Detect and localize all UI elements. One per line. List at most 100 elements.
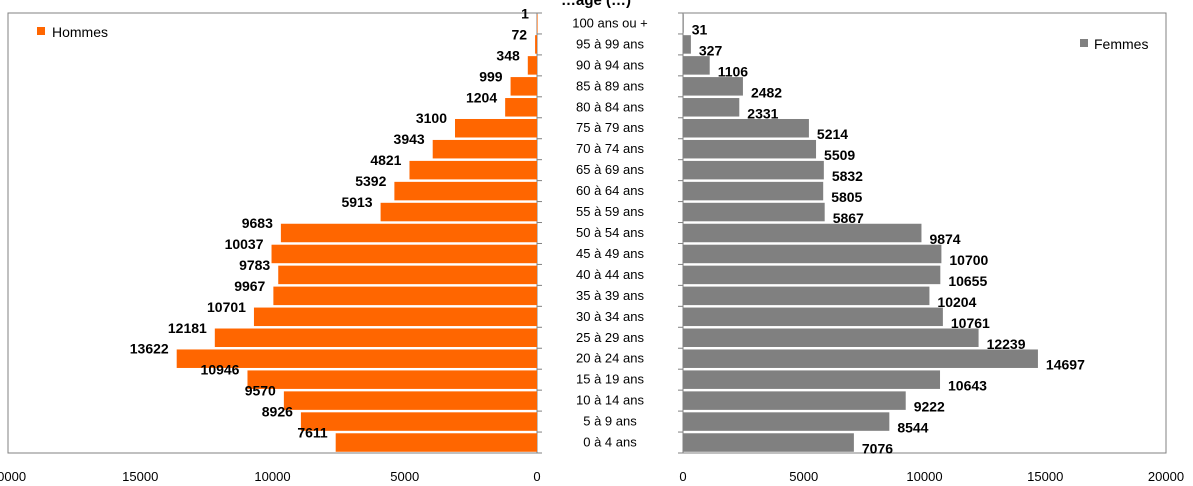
age-group-labels: 100 ans ou + 95 à 99 ans 90 à 94 ans 85 à 8… (572, 15, 648, 449)
femmes-value-label: 5867 (833, 210, 864, 226)
hommes-value-label: 72 (512, 26, 528, 42)
hommes-axis-tick-label: 5000 (390, 469, 419, 484)
femmes-axis-tick-label: 20000 (1148, 469, 1184, 484)
femmes-value-label: 10643 (948, 378, 987, 394)
hommes-axis-tick-label: 0 (533, 469, 540, 484)
femmes-bar (683, 202, 825, 222)
hommes-value-label: 10701 (207, 299, 246, 315)
femmes-value-label: 5805 (831, 189, 862, 205)
legend-femmes-label: Femmes (1094, 36, 1148, 52)
age-group-label: 35 à 39 ans (576, 288, 644, 303)
femmes-bar (683, 181, 824, 201)
femmes-value-label: 10761 (951, 315, 990, 331)
femmes-value-label: 9222 (914, 399, 945, 415)
femmes-value-label: 9874 (929, 231, 960, 247)
hommes-axis-tick-label: 20000 (0, 469, 26, 484)
hommes-bar (409, 160, 537, 180)
age-group-label: 95 à 99 ans (576, 36, 644, 51)
age-group-label: 50 à 54 ans (576, 225, 644, 240)
hommes-bar (432, 139, 537, 159)
femmes-bar (683, 139, 817, 159)
hommes-value-label: 5913 (341, 194, 372, 210)
hommes-value-label: 999 (479, 68, 503, 84)
femmes-bar (683, 14, 684, 33)
femmes-axis-tick-label: 10000 (906, 469, 942, 484)
hommes-value-label: 5392 (355, 173, 386, 189)
femmes-value-label: 1106 (718, 63, 749, 79)
femmes-bar (683, 160, 824, 180)
femmes-value-label: 327 (699, 42, 723, 58)
hommes-bar (505, 98, 537, 117)
femmes-bar (683, 286, 930, 306)
age-group-label: 10 à 14 ans (576, 393, 644, 408)
hommes-value-label: 4821 (370, 152, 401, 168)
hommes-value-label: 1 (521, 5, 529, 21)
femmes-value-label: 2331 (747, 105, 778, 121)
femmes-bar (683, 118, 809, 138)
age-group-label: 55 à 59 ans (576, 204, 644, 219)
femmes-value-label: 5509 (824, 147, 855, 163)
hommes-bar (283, 391, 537, 410)
femmes-bar (683, 223, 922, 243)
hommes-bar (536, 14, 538, 33)
hommes-value-label: 3100 (416, 110, 447, 126)
hommes-value-label: 9783 (239, 257, 270, 273)
chart-title: …âge (…) (561, 0, 631, 9)
femmes-bar (683, 244, 942, 264)
hommes-bar (273, 286, 537, 306)
femmes-bar (683, 307, 943, 327)
age-group-label: 85 à 89 ans (576, 78, 644, 93)
hommes-axis-tick-label: 15000 (122, 469, 158, 484)
age-group-label: 0 à 4 ans (583, 435, 637, 450)
hommes-bar (300, 412, 537, 431)
femmes-value-label: 10655 (948, 273, 987, 289)
age-group-label: 80 à 84 ans (576, 99, 644, 114)
hommes-value-label: 9570 (245, 383, 276, 399)
age-group-label: 90 à 94 ans (576, 57, 644, 72)
age-group-label: 25 à 29 ans (576, 330, 644, 345)
femmes-value-label: 8544 (897, 420, 928, 436)
femmes-bar (683, 98, 740, 117)
hommes-axis-tick-label: 10000 (254, 469, 290, 484)
hommes-bar (247, 370, 537, 389)
age-group-label: 45 à 49 ans (576, 246, 644, 261)
age-group-label: 40 à 44 ans (576, 267, 644, 282)
femmes-bar (683, 391, 906, 410)
hommes-bar (527, 56, 537, 75)
femmes-bar (683, 412, 890, 431)
age-group-label: 5 à 9 ans (583, 414, 637, 429)
femmes-axis-tick-label: 0 (679, 469, 686, 484)
femmes-value-label: 31 (692, 21, 708, 37)
age-group-label: 60 à 64 ans (576, 183, 644, 198)
age-group-label: 20 à 24 ans (576, 351, 644, 366)
hommes-bar (455, 118, 537, 138)
femmes-bar (683, 349, 1038, 368)
hommes-bar (510, 77, 537, 96)
femmes-axis-tick-label: 15000 (1027, 469, 1063, 484)
legend: Hommes Femmes (37, 24, 1148, 52)
hommes-value-label: 12181 (168, 320, 207, 336)
femmes-value-label: 12239 (987, 336, 1026, 352)
age-group-label: 30 à 34 ans (576, 309, 644, 324)
age-group-label: 100 ans ou + (572, 15, 648, 30)
femmes-value-label: 5832 (832, 168, 863, 184)
femmes-value-label: 14697 (1046, 357, 1085, 373)
hommes-bar (253, 307, 537, 327)
hommes-bar (278, 265, 537, 285)
hommes-value-label: 10946 (201, 362, 240, 378)
femmes-bar (683, 433, 854, 452)
femmes-value-label: 10700 (949, 252, 988, 268)
femmes-bar (683, 370, 941, 389)
femmes-bar (683, 265, 941, 285)
femmes-bar (683, 328, 979, 348)
hommes-value-label: 348 (496, 47, 520, 63)
femmes-bar (683, 77, 743, 96)
femmes-value-label: 5214 (817, 126, 848, 142)
hommes-bar (335, 433, 537, 452)
hommes-value-label: 9683 (242, 215, 273, 231)
hommes-panel: 1 72 348 999 1204 3100 3943 4821 5392 5913 9683 100… (0, 5, 542, 484)
age-group-label: 15 à 19 ans (576, 372, 644, 387)
hommes-bar (176, 349, 537, 368)
hommes-bar (214, 328, 537, 348)
